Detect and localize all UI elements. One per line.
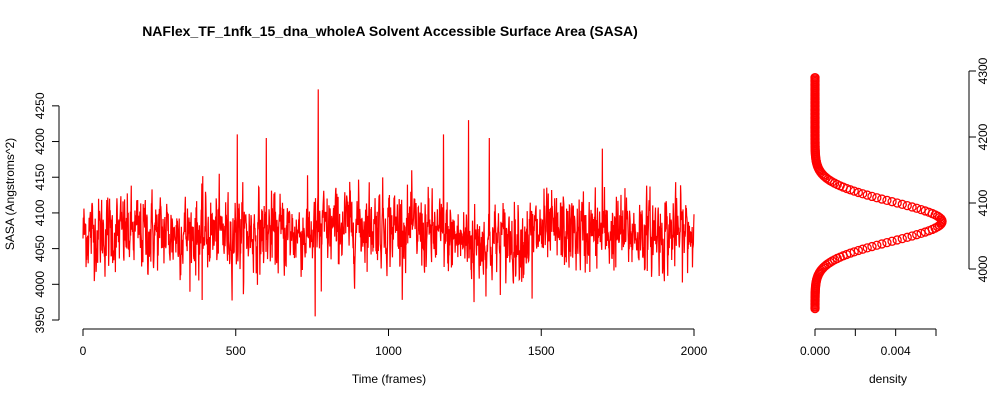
density-point <box>858 189 868 199</box>
density-y-tick-label: 4300 <box>976 57 990 84</box>
density-point <box>862 190 872 200</box>
timeseries-x-axis: 0 500 1000 1500 2000 <box>80 328 708 358</box>
density-point <box>887 236 897 246</box>
density-point <box>897 199 907 209</box>
density-point <box>877 194 887 204</box>
density-point <box>897 233 907 244</box>
y-tick-label: 4250 <box>33 92 47 119</box>
density-point <box>872 193 882 203</box>
density-y-axis: 4000 4100 4200 4300 <box>968 57 990 282</box>
x-tick-label: 1500 <box>528 344 555 358</box>
density-point <box>892 198 902 208</box>
density-point <box>810 72 820 83</box>
density-point <box>902 200 912 211</box>
y-tick-label: 3950 <box>33 306 47 333</box>
density-point <box>882 195 892 206</box>
density-x-tick-label: 0.004 <box>881 344 911 358</box>
y-tick-label: 4150 <box>33 164 47 191</box>
density-point <box>912 203 922 213</box>
density-point <box>862 243 872 253</box>
y-tick-label: 4050 <box>33 235 47 262</box>
density-point <box>912 230 922 240</box>
density-point <box>877 239 887 249</box>
x-axis-label: Time (frames) <box>352 372 426 386</box>
y-tick-label: 4200 <box>33 128 47 155</box>
density-point <box>858 244 868 254</box>
density-point <box>907 231 917 241</box>
y-tick-label: 4000 <box>33 271 47 298</box>
density-point <box>845 248 855 258</box>
density-point <box>902 232 912 242</box>
density-y-tick-label: 4100 <box>976 189 990 216</box>
density-point <box>892 235 902 245</box>
density-panel: 0.000 0.004 4000 4100 4200 4300 density <box>800 57 990 386</box>
timeseries-panel: 0 500 1000 1500 2000 3950 4000 4050 4100 4150 420… <box>3 89 708 386</box>
density-point <box>867 241 877 252</box>
density-point <box>849 247 859 257</box>
density-points <box>810 72 947 314</box>
x-tick-label: 500 <box>226 344 246 358</box>
timeseries-line <box>82 89 695 317</box>
density-point <box>887 197 897 207</box>
density-x-axis: 0.000 0.004 <box>800 328 937 358</box>
y-axis-label: SASA (Angstroms^2) <box>3 138 17 250</box>
x-tick-label: 2000 <box>681 344 708 358</box>
density-point <box>920 206 930 216</box>
density-point <box>853 187 863 198</box>
density-x-axis-label: density <box>869 372 907 386</box>
density-point <box>882 237 892 248</box>
x-tick-label: 1000 <box>375 344 402 358</box>
y-tick-label: 4100 <box>33 199 47 226</box>
x-tick-label: 0 <box>80 344 87 358</box>
density-point <box>825 257 835 268</box>
density-point <box>907 202 917 212</box>
density-point <box>867 191 877 202</box>
density-x-tick-label: 0.000 <box>800 344 830 358</box>
chart-title: NAFlex_TF_1nfk_15_dna_wholeA Solvent Acc… <box>142 23 638 39</box>
timeseries-y-axis: 3950 4000 4050 4100 4150 4200 4250 <box>33 92 60 333</box>
density-y-tick-label: 4000 <box>976 255 990 282</box>
density-point <box>872 240 882 250</box>
density-point <box>916 204 926 215</box>
density-y-tick-label: 4200 <box>976 123 990 150</box>
density-point <box>853 245 863 256</box>
